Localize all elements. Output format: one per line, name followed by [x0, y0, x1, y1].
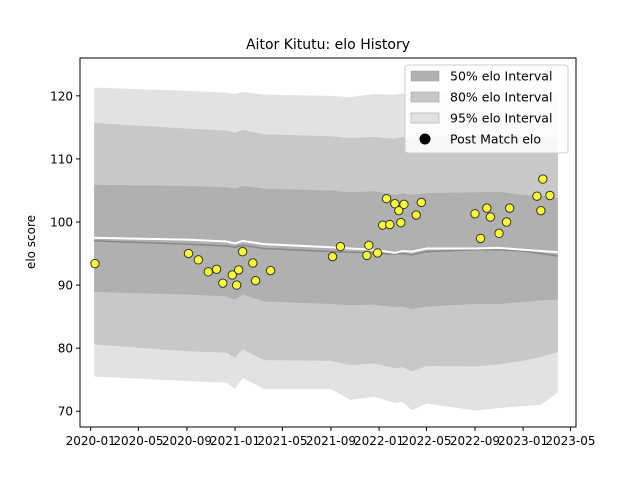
post-match-point — [203, 267, 213, 277]
post-match-point — [211, 264, 222, 275]
post-match-point — [416, 197, 427, 208]
legend-label: 95% elo Interval — [450, 111, 552, 126]
post-match-point — [327, 251, 338, 262]
post-match-point — [183, 248, 194, 259]
y-tick-label: 120 — [50, 89, 73, 103]
post-match-point — [501, 217, 512, 227]
post-match-point — [536, 205, 546, 216]
post-match-point — [265, 265, 276, 276]
post-match-point — [470, 209, 480, 219]
post-match-point — [494, 228, 504, 239]
legend-label: Post Match elo — [450, 132, 541, 147]
x-tick-label: 2023-01 — [498, 434, 548, 448]
post-match-point — [335, 241, 346, 252]
legend-swatch — [410, 91, 440, 103]
post-match-point — [193, 255, 204, 265]
post-match-point — [237, 246, 248, 257]
legend-box — [404, 64, 569, 154]
post-line — [94, 236, 558, 254]
post-match-point — [411, 210, 421, 220]
legend-swatch — [410, 70, 440, 82]
post-match-point — [233, 265, 244, 275]
x-tick-label: 2023-05 — [545, 434, 595, 448]
trend-lines — [94, 236, 558, 257]
x-tick-label: 2020-05 — [113, 434, 163, 448]
post-match-point — [532, 191, 542, 201]
x-tick-label: 2022-09 — [450, 434, 500, 448]
post-match-point — [394, 205, 404, 216]
post-match-point — [218, 278, 228, 288]
y-tick-label: 70 — [58, 405, 73, 419]
post-match-point — [231, 280, 242, 290]
legend-label: 80% elo Interval — [450, 90, 552, 105]
post-match-point — [505, 203, 515, 213]
post-match-point — [372, 248, 383, 258]
post-match-point — [381, 193, 392, 204]
chart-title: Aitor Kitutu: elo History — [246, 37, 410, 53]
y-tick-label: 110 — [50, 152, 73, 166]
legend-swatch — [410, 112, 440, 124]
post-match-point — [538, 174, 548, 184]
post-match-point — [396, 217, 406, 228]
post-match-point — [475, 233, 486, 244]
post-match-point — [90, 258, 100, 269]
x-tick-label: 2022-05 — [401, 434, 451, 448]
post-match-point — [248, 258, 258, 268]
y-axis: 70 80 90 100 110 120 — [50, 89, 80, 419]
post-match-point — [545, 190, 555, 201]
legend-label: 50% elo Interval — [450, 69, 552, 84]
y-tick-label: 100 — [50, 216, 73, 230]
x-tick-label: 2021-09 — [306, 434, 356, 448]
post-match-point — [227, 270, 238, 280]
x-tick-label: 2022-01 — [354, 434, 404, 448]
post-match-point — [399, 199, 409, 210]
y-tick-label: 90 — [58, 279, 73, 293]
legend: 50% elo Interval 80% elo Interval 95% elo … — [404, 64, 569, 154]
post-match-point — [482, 203, 492, 213]
post-match-point — [385, 219, 395, 230]
y-tick-label: 80 — [58, 342, 73, 356]
x-tick-label: 2021-05 — [257, 434, 307, 448]
x-axis: 2020-012020-052020-092021-012021-052021-… — [66, 427, 596, 448]
x-tick-label: 2020-09 — [162, 434, 212, 448]
x-tick-label: 2020-01 — [66, 434, 116, 448]
legend-marker — [419, 133, 431, 145]
y-axis-label: elo score — [24, 215, 38, 269]
post-match-point — [364, 240, 374, 251]
plot-frame — [79, 57, 577, 428]
post-match-point — [485, 212, 496, 222]
post-match-point — [390, 199, 400, 209]
post-match-point — [250, 275, 261, 286]
post-match-point — [362, 250, 372, 261]
x-tick-label: 2021-01 — [210, 434, 260, 448]
post-match-points — [90, 174, 555, 290]
mean-line — [94, 240, 558, 257]
